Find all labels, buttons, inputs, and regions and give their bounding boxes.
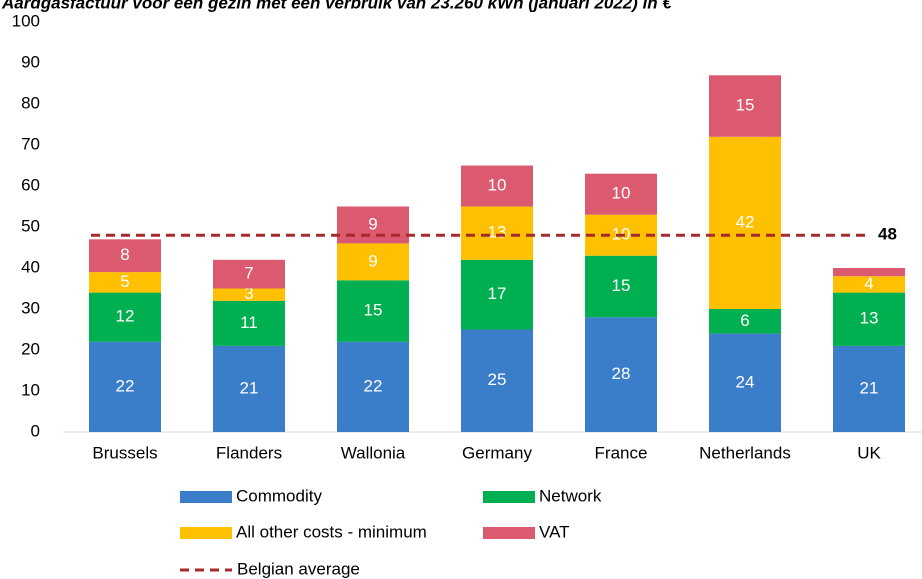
data-label: 22 bbox=[364, 376, 383, 395]
bar-segment bbox=[337, 243, 409, 281]
bar-segment bbox=[461, 329, 533, 432]
x-tick-label: France bbox=[595, 443, 648, 462]
y-tick-label: 100 bbox=[12, 11, 40, 30]
data-label: 6 bbox=[740, 311, 749, 330]
x-tick-label: Brussels bbox=[92, 443, 157, 462]
legend-swatch bbox=[483, 491, 535, 503]
y-tick-label: 30 bbox=[21, 298, 40, 317]
data-label: 7 bbox=[244, 264, 253, 283]
data-label: 17 bbox=[488, 284, 507, 303]
chart-title: Aardgasfactuur voor een gezin met een ve… bbox=[1, 0, 673, 12]
bar-segment bbox=[461, 259, 533, 330]
data-label: 15 bbox=[364, 301, 383, 320]
data-label: 10 bbox=[612, 184, 631, 203]
bar-segment bbox=[89, 272, 161, 293]
x-tick-label: Netherlands bbox=[699, 443, 791, 462]
x-tick-label: Flanders bbox=[216, 443, 282, 462]
bar-segment bbox=[833, 268, 905, 277]
y-tick-label: 90 bbox=[21, 52, 40, 71]
bar-segment bbox=[585, 173, 657, 215]
data-label: 28 bbox=[612, 364, 631, 383]
data-label: 22 bbox=[116, 376, 135, 395]
bar-segment bbox=[461, 165, 533, 207]
bar-segment bbox=[213, 345, 285, 432]
bar-segment bbox=[585, 255, 657, 318]
bar-segment bbox=[709, 136, 781, 309]
bar-segment bbox=[89, 239, 161, 273]
legend-swatch bbox=[180, 527, 232, 539]
bar-segment bbox=[833, 276, 905, 293]
data-label: 15 bbox=[612, 276, 631, 295]
legend-label: Network bbox=[539, 486, 602, 505]
y-tick-label: 60 bbox=[21, 175, 40, 194]
bar-segment bbox=[337, 206, 409, 244]
bar-segment bbox=[213, 300, 285, 346]
reference-label: 48 bbox=[878, 225, 897, 244]
bar-segment bbox=[585, 317, 657, 432]
data-label: 21 bbox=[860, 378, 879, 397]
bar-segment bbox=[709, 333, 781, 432]
y-tick-label: 70 bbox=[21, 134, 40, 153]
x-tick-label: UK bbox=[857, 443, 881, 462]
y-tick-label: 20 bbox=[21, 339, 40, 358]
legend-label: All other costs - minimum bbox=[236, 522, 427, 541]
y-tick-label: 40 bbox=[21, 257, 40, 276]
bar-segment bbox=[833, 345, 905, 432]
data-label: 9 bbox=[368, 251, 377, 270]
bar-segment bbox=[337, 341, 409, 432]
data-label: 24 bbox=[736, 372, 755, 391]
data-label: 5 bbox=[120, 272, 129, 291]
bar-segment bbox=[89, 341, 161, 432]
bar-segment bbox=[89, 292, 161, 342]
x-tick-label: Wallonia bbox=[341, 443, 406, 462]
data-label: 10 bbox=[488, 175, 507, 194]
data-label: 15 bbox=[736, 96, 755, 115]
bar-segment bbox=[709, 75, 781, 137]
bar-segment bbox=[213, 259, 285, 289]
legend-swatch bbox=[180, 491, 232, 503]
y-tick-label: 0 bbox=[31, 421, 40, 440]
y-tick-label: 10 bbox=[21, 380, 40, 399]
legend-swatch bbox=[483, 527, 535, 539]
legend-label: VAT bbox=[539, 522, 570, 541]
data-label: 21 bbox=[240, 378, 259, 397]
legend-label: Belgian average bbox=[237, 559, 360, 578]
data-label: 11 bbox=[240, 313, 258, 332]
data-label: 13 bbox=[860, 309, 879, 328]
x-tick-label: Germany bbox=[462, 443, 532, 462]
data-label: 12 bbox=[116, 307, 135, 326]
data-label: 42 bbox=[736, 212, 755, 231]
bar-segment bbox=[337, 280, 409, 342]
data-label: 8 bbox=[120, 245, 129, 264]
data-label: 9 bbox=[368, 214, 377, 233]
legend-label: Commodity bbox=[236, 486, 322, 505]
bar-segment bbox=[461, 206, 533, 260]
y-tick-label: 80 bbox=[21, 93, 40, 112]
data-label: 13 bbox=[488, 223, 507, 242]
data-label: 4 bbox=[864, 274, 873, 293]
bar-segment bbox=[213, 288, 285, 301]
data-label: 3 bbox=[244, 284, 253, 303]
y-tick-label: 50 bbox=[21, 216, 40, 235]
data-label: 25 bbox=[488, 370, 507, 389]
bar-segment bbox=[833, 292, 905, 346]
bar-segment bbox=[709, 309, 781, 334]
